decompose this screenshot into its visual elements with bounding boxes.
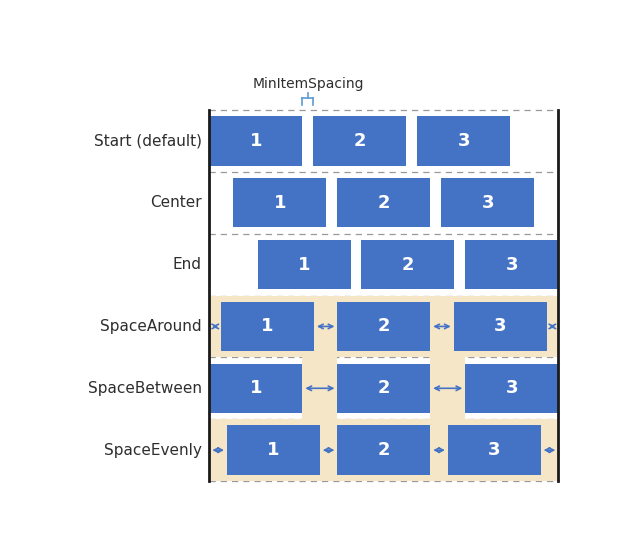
Text: 1: 1 — [274, 194, 286, 212]
Text: SpaceBetween: SpaceBetween — [87, 381, 202, 396]
Bar — [209, 295, 558, 357]
Text: 1: 1 — [250, 379, 262, 397]
Bar — [313, 116, 406, 165]
Text: 1: 1 — [261, 318, 274, 336]
Bar — [227, 425, 320, 475]
Text: 2: 2 — [378, 379, 390, 397]
Bar — [233, 178, 327, 227]
Bar — [302, 357, 337, 419]
Text: 1: 1 — [267, 441, 280, 459]
Text: 3: 3 — [457, 132, 470, 150]
Text: End: End — [172, 257, 202, 272]
Bar — [337, 363, 430, 413]
Text: 3: 3 — [494, 318, 507, 336]
Text: 2: 2 — [378, 318, 390, 336]
Text: 2: 2 — [378, 194, 390, 212]
Bar — [221, 302, 314, 351]
Text: SpaceAround: SpaceAround — [100, 319, 202, 334]
Bar — [337, 178, 430, 227]
Text: Start (default): Start (default) — [94, 133, 202, 149]
Bar — [441, 178, 534, 227]
Bar — [465, 363, 558, 413]
Text: 3: 3 — [505, 256, 518, 274]
Text: MinItemSpacing: MinItemSpacing — [252, 77, 364, 91]
Bar — [361, 240, 455, 289]
Bar — [209, 363, 302, 413]
Text: SpaceEvenly: SpaceEvenly — [104, 443, 202, 458]
Bar — [337, 302, 430, 351]
Text: 1: 1 — [250, 132, 262, 150]
Bar — [465, 240, 558, 289]
Bar — [257, 240, 351, 289]
Bar — [453, 302, 547, 351]
Text: 3: 3 — [488, 441, 500, 459]
Bar — [337, 425, 430, 475]
Text: 1: 1 — [298, 256, 310, 274]
Bar — [417, 116, 510, 165]
Text: 2: 2 — [378, 441, 390, 459]
Text: 3: 3 — [505, 379, 518, 397]
Text: Center: Center — [150, 195, 202, 210]
Text: 2: 2 — [401, 256, 414, 274]
Bar — [430, 357, 465, 419]
Bar — [448, 425, 541, 475]
Bar — [209, 116, 302, 165]
Bar — [209, 419, 558, 481]
Text: 3: 3 — [481, 194, 494, 212]
Text: 2: 2 — [354, 132, 366, 150]
